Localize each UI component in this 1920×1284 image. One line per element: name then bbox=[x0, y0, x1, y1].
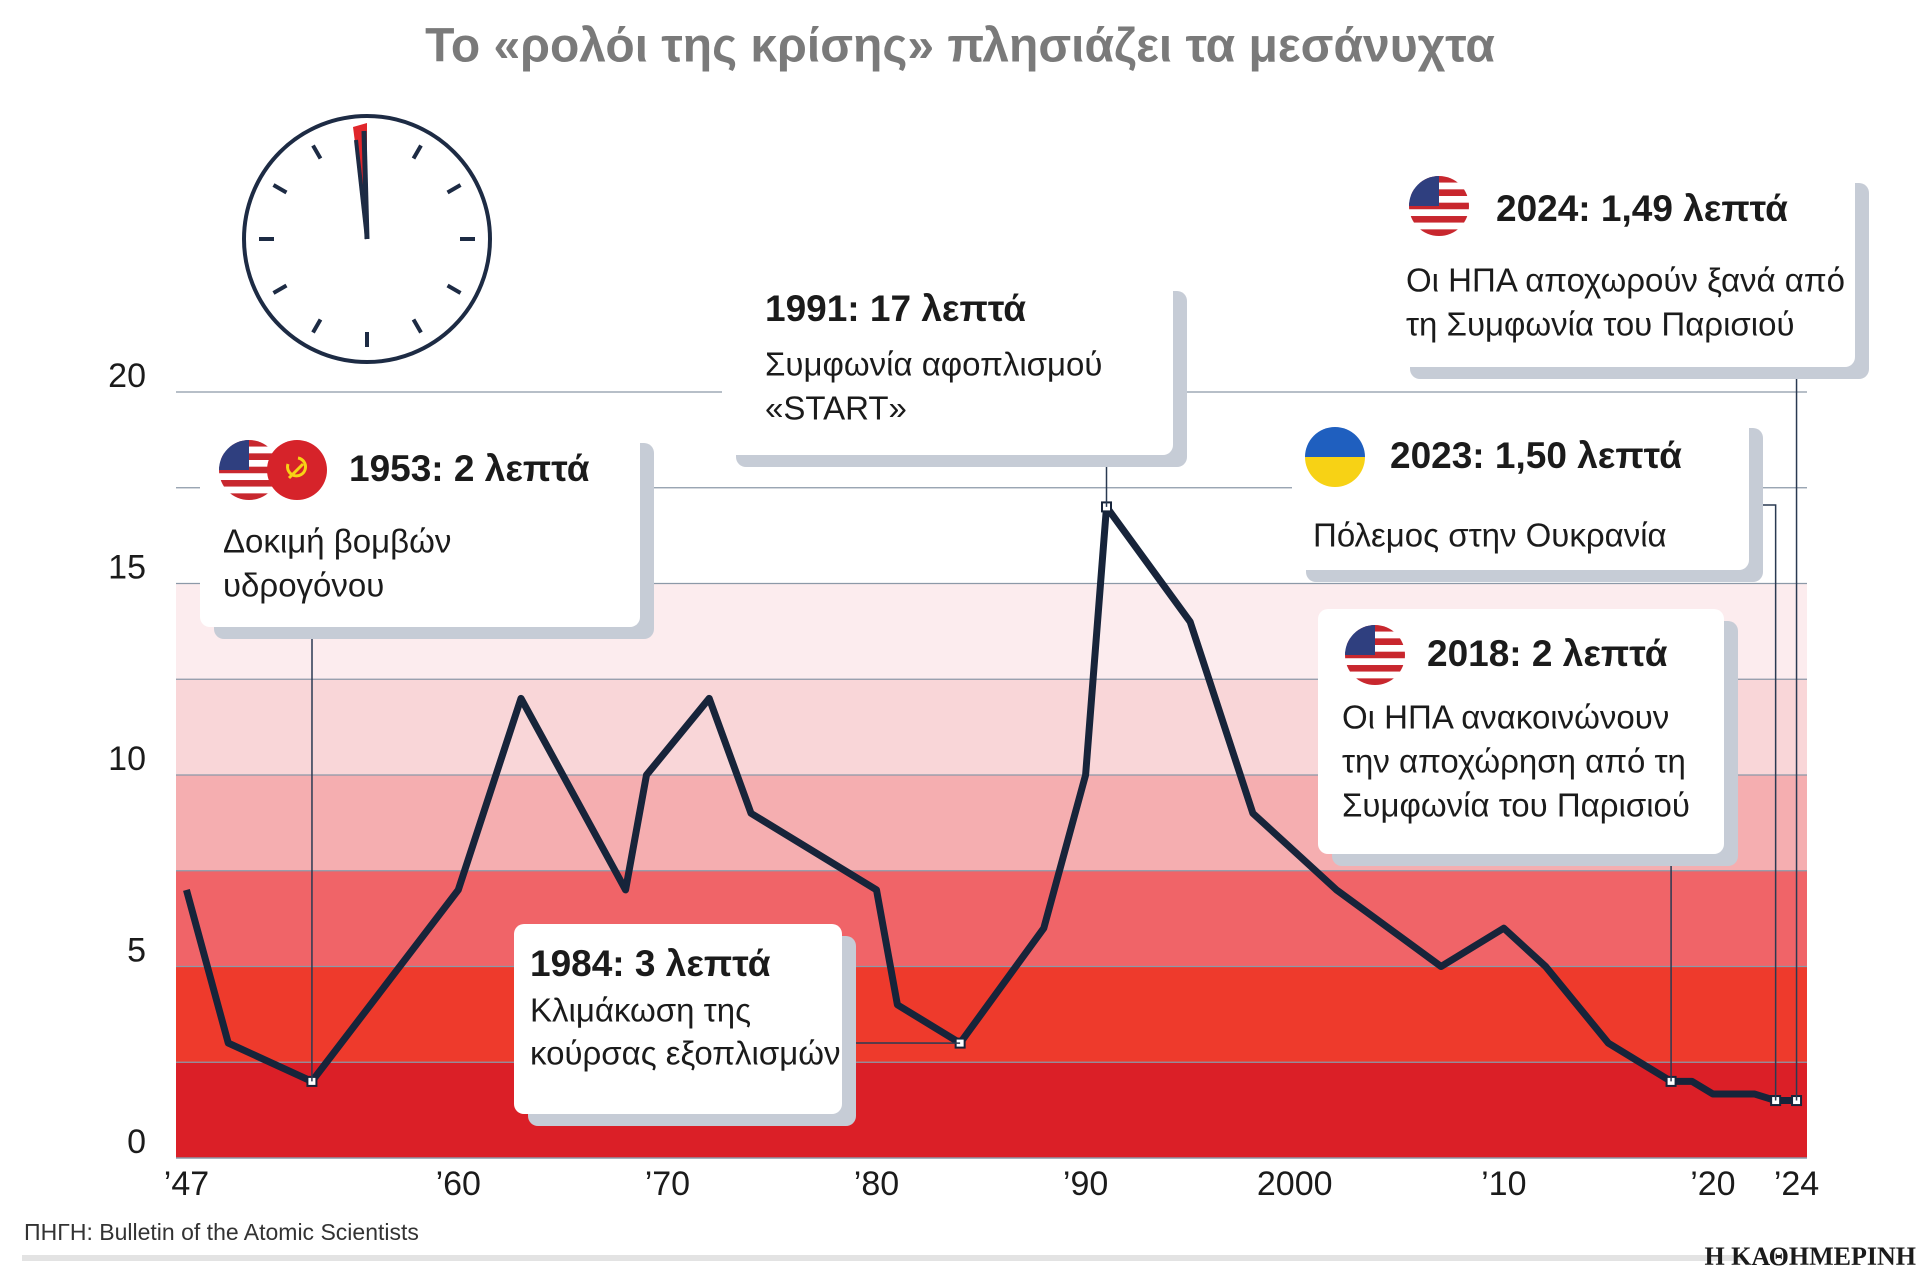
y-tick-label: 20 bbox=[108, 357, 146, 395]
publisher: Η ΚΑΘΗΜΕΡΙΝΗ bbox=[1704, 1242, 1916, 1271]
clock-hand bbox=[354, 139, 369, 240]
annotation-text: τη Συμφωνία του Παρισιού bbox=[1406, 306, 1795, 343]
annotation: 1953: 2 λεπτά Δοκιμή βομβών υδρογόνου bbox=[200, 431, 654, 1082]
flag-stripe bbox=[219, 493, 279, 500]
flag-stripe bbox=[1345, 678, 1405, 685]
flag bbox=[267, 440, 327, 500]
annotation-text: Κλιμάκωση της bbox=[530, 992, 751, 1029]
annotation-text: Δοκιμή βομβών bbox=[223, 523, 451, 560]
clock-tick bbox=[446, 283, 462, 295]
annotation: 1991: 17 λεπτά Συμφωνία αφοπλισμού «START» bbox=[722, 279, 1187, 507]
annotation-title: 2023: 1,50 λεπτά bbox=[1390, 435, 1682, 476]
y-tick-label: 5 bbox=[127, 931, 146, 969]
clock-tick bbox=[311, 318, 323, 334]
annotation-box bbox=[514, 924, 842, 1114]
flag-clip bbox=[1345, 625, 1405, 685]
flag-stripe bbox=[1345, 658, 1405, 666]
flag-stripe bbox=[219, 466, 279, 474]
flag-clip bbox=[1409, 176, 1469, 236]
flag bbox=[1305, 427, 1365, 487]
flag-stripe bbox=[1345, 665, 1405, 672]
annotation: 1984: 3 λεπτά Κλιμάκωση της κούρσας εξοπλι… bbox=[514, 924, 961, 1126]
annotation: 2023: 1,50 λεπτά Πόλεμος στην Ουκρανία bbox=[1292, 416, 1777, 1101]
y-tick-label: 15 bbox=[108, 548, 146, 586]
annotation-title: 1953: 2 λεπτά bbox=[349, 448, 590, 489]
flag-stripe bbox=[1345, 671, 1405, 679]
x-tick-label: ’10 bbox=[1481, 1165, 1526, 1203]
flag-emblem bbox=[286, 456, 308, 480]
annotation-text: Συμφωνία αφοπλισμού bbox=[765, 346, 1102, 383]
annotation-text: Οι ΗΠΑ ανακοινώνουν bbox=[1342, 699, 1669, 736]
clock-tick bbox=[272, 283, 288, 295]
annotation-text: «START» bbox=[765, 390, 907, 427]
flag-stripe bbox=[1409, 202, 1469, 210]
flag-stripe bbox=[1409, 222, 1469, 230]
annotation: 2018: 2 λεπτά Οι ΗΠΑ ανακοινώνουν την αποχ… bbox=[1318, 609, 1738, 1082]
clock bbox=[242, 114, 492, 364]
clock-ticks bbox=[259, 144, 475, 347]
flag-stripe bbox=[1345, 651, 1405, 659]
annotation-text: Πόλεμος στην Ουκρανία bbox=[1313, 517, 1667, 554]
annotation-title: 1991: 17 λεπτά bbox=[765, 288, 1026, 329]
chart-title: Το «ρολόι της κρίσης» πλησιάζει τα μεσάν… bbox=[425, 20, 1495, 73]
annotation-title: 2018: 2 λεπτά bbox=[1427, 633, 1668, 674]
flag-stripe bbox=[219, 486, 279, 494]
annotation-text: Οι ΗΠΑ αποχωρούν ξανά από bbox=[1406, 262, 1845, 299]
y-tick-label: 10 bbox=[108, 740, 146, 778]
x-tick-label: ’20 bbox=[1690, 1165, 1735, 1203]
flag-stripe bbox=[219, 480, 279, 487]
annotation-box bbox=[1396, 171, 1855, 367]
source: ΠΗΓΗ: Bulletin of the Atomic Scientists bbox=[24, 1219, 419, 1245]
flag bbox=[1345, 625, 1405, 685]
clock-tick bbox=[272, 183, 288, 195]
annotation-text: Συμφωνία του Παρισιού bbox=[1342, 787, 1690, 824]
annotation-text: την αποχώρηση από τη bbox=[1342, 743, 1686, 780]
clock-tick bbox=[311, 144, 323, 160]
x-tick-label: ’90 bbox=[1063, 1165, 1108, 1203]
clock-face bbox=[242, 114, 492, 364]
annotation-box bbox=[1292, 416, 1749, 570]
annotation-title: 1984: 3 λεπτά bbox=[530, 943, 771, 984]
flag-clip bbox=[219, 440, 279, 500]
annotation-text: κούρσας εξοπλισμών bbox=[530, 1035, 841, 1072]
band bbox=[176, 870, 1807, 967]
band bbox=[176, 966, 1807, 1063]
band bbox=[176, 1062, 1807, 1158]
x-tick-label: ’60 bbox=[436, 1165, 481, 1203]
flag-stripe bbox=[1409, 216, 1469, 223]
clock-tick bbox=[411, 318, 423, 334]
x-tick-label: ’80 bbox=[854, 1165, 899, 1203]
flag-stripe bbox=[1409, 229, 1469, 236]
flag-clip bbox=[1305, 427, 1365, 487]
x-tick-label: ’24 bbox=[1774, 1165, 1819, 1203]
annotation-box bbox=[1318, 609, 1724, 854]
annotation-text: υδρογόνου bbox=[223, 567, 384, 604]
annotation-title: 2024: 1,49 λεπτά bbox=[1496, 188, 1788, 229]
clock-tick bbox=[411, 144, 423, 160]
y-tick-label: 0 bbox=[127, 1123, 146, 1161]
flag bbox=[219, 440, 279, 500]
flag-stripe bbox=[1409, 209, 1469, 217]
x-tick-label: ’47 bbox=[164, 1165, 209, 1203]
flag-stripe bbox=[219, 473, 279, 481]
footer-rule bbox=[22, 1255, 1742, 1261]
annotation-box bbox=[722, 279, 1173, 455]
clock-tick bbox=[446, 183, 462, 195]
annotations: 1953: 2 λεπτά Δοκιμή βομβών υδρογόνου 1984:… bbox=[200, 171, 1869, 1126]
x-tick-label: ’70 bbox=[645, 1165, 690, 1203]
flag bbox=[1409, 176, 1469, 236]
annotation: 2024: 1,49 λεπτά Οι ΗΠΑ αποχωρούν ξανά απ… bbox=[1396, 171, 1869, 1101]
x-tick-label: 2000 bbox=[1257, 1165, 1333, 1203]
